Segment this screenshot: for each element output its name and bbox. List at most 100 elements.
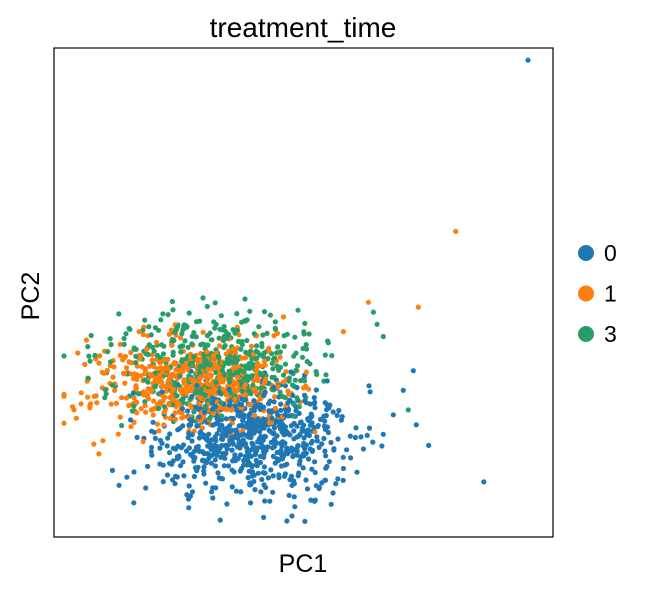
data-point-series-0 (241, 414, 247, 420)
data-point-series-1 (155, 379, 161, 385)
data-point-series-1 (133, 374, 139, 380)
data-point-series-1 (61, 393, 67, 399)
data-point-series-0 (271, 384, 277, 391)
plot-frame (53, 47, 554, 538)
chart-title: treatment_time (210, 12, 397, 43)
data-point-series-1 (272, 405, 278, 411)
data-point-series-0 (222, 455, 228, 461)
data-point-series-0 (224, 446, 230, 452)
data-point-series-3 (286, 375, 292, 381)
data-point-series-1 (209, 390, 215, 396)
data-point-series-1 (169, 342, 175, 348)
data-point-series-0 (237, 444, 243, 450)
data-point-series-3 (281, 333, 287, 339)
data-point-series-0 (334, 412, 340, 418)
data-point-series-3 (204, 303, 210, 310)
data-point-series-0 (335, 436, 341, 442)
data-point-series-0 (189, 489, 195, 495)
legend-label-3: 3 (604, 321, 617, 347)
data-point-series-3 (304, 346, 310, 352)
data-point-series-0 (130, 390, 136, 396)
data-point-series-1 (208, 372, 214, 378)
data-point-series-1 (97, 353, 103, 359)
data-point-series-0 (193, 404, 199, 410)
data-point-series-1 (167, 415, 173, 421)
data-point-series-3 (277, 389, 283, 395)
data-point-series-0 (316, 484, 322, 490)
data-point-series-0 (255, 470, 261, 476)
data-point-series-1 (182, 364, 188, 370)
data-point-series-0 (322, 477, 329, 483)
data-point-series-0 (291, 428, 297, 434)
data-point-series-3 (290, 413, 297, 419)
data-point-series-0 (282, 440, 288, 446)
data-point-series-3 (270, 366, 276, 372)
data-point-series-0 (347, 433, 353, 439)
data-point-series-3 (249, 373, 255, 379)
data-point-series-1 (200, 329, 206, 335)
data-point-series-3 (204, 333, 211, 339)
data-point-series-1 (151, 364, 157, 370)
data-point-series-0 (326, 459, 332, 465)
data-point-series-0 (250, 441, 256, 448)
data-point-series-0 (232, 458, 239, 464)
data-point-series-3 (244, 337, 250, 344)
data-point-series-1 (134, 410, 140, 416)
data-point-series-1 (110, 374, 116, 380)
data-point-series-3 (253, 348, 259, 354)
data-point-series-0 (327, 402, 333, 408)
data-point-series-3 (280, 372, 287, 378)
data-point-series-0 (157, 445, 163, 451)
data-point-series-1 (117, 414, 123, 420)
data-point-series-0 (186, 430, 192, 436)
data-point-series-1 (143, 391, 149, 397)
data-point-series-1 (150, 412, 156, 418)
data-point-series-0 (259, 476, 265, 483)
data-point-series-1 (166, 401, 172, 407)
data-point-series-1 (161, 383, 167, 389)
data-point-series-1 (183, 384, 189, 391)
data-point-series-3 (249, 356, 255, 362)
data-point-series-1 (197, 359, 203, 365)
data-point-series-0 (229, 447, 235, 453)
data-point-series-0 (294, 434, 300, 440)
data-point-series-0 (186, 445, 192, 451)
data-point-series-3 (244, 365, 250, 371)
data-point-series-0 (333, 481, 339, 487)
data-point-series-3 (207, 415, 213, 421)
data-point-series-0 (301, 422, 307, 428)
data-point-series-0 (229, 427, 235, 433)
data-point-series-0 (262, 433, 268, 439)
data-point-series-3 (92, 352, 98, 358)
data-point-series-0 (282, 424, 288, 430)
data-point-series-0 (284, 461, 290, 467)
data-point-series-1 (128, 424, 134, 430)
data-point-series-0 (288, 473, 295, 479)
data-point-series-3 (198, 342, 204, 348)
data-point-series-3 (121, 335, 127, 342)
data-point-series-0 (208, 460, 215, 466)
data-point-series-0 (261, 464, 267, 470)
data-point-series-1 (226, 348, 232, 354)
data-point-series-0 (181, 473, 187, 479)
data-point-series-3 (129, 408, 135, 414)
data-point-series-1 (281, 379, 287, 385)
legend-marker-1 (578, 285, 594, 302)
data-point-series-3 (161, 404, 167, 410)
data-point-series-3 (281, 343, 287, 349)
data-point-series-3 (180, 327, 186, 333)
data-point-series-3 (133, 360, 139, 366)
data-point-series-0 (202, 409, 208, 415)
data-point-series-0 (366, 425, 373, 431)
data-point-series-0 (300, 443, 307, 449)
data-point-series-0 (296, 461, 302, 467)
data-point-series-0 (309, 438, 315, 444)
data-point-series-1 (96, 360, 102, 366)
data-point-series-1 (198, 418, 204, 424)
data-point-series-3 (243, 349, 249, 355)
data-point-series-0 (186, 483, 192, 489)
data-point-series-0 (302, 518, 308, 524)
data-point-series-0 (227, 423, 233, 429)
data-point-series-0 (299, 428, 305, 434)
data-point-series-0 (335, 476, 341, 482)
